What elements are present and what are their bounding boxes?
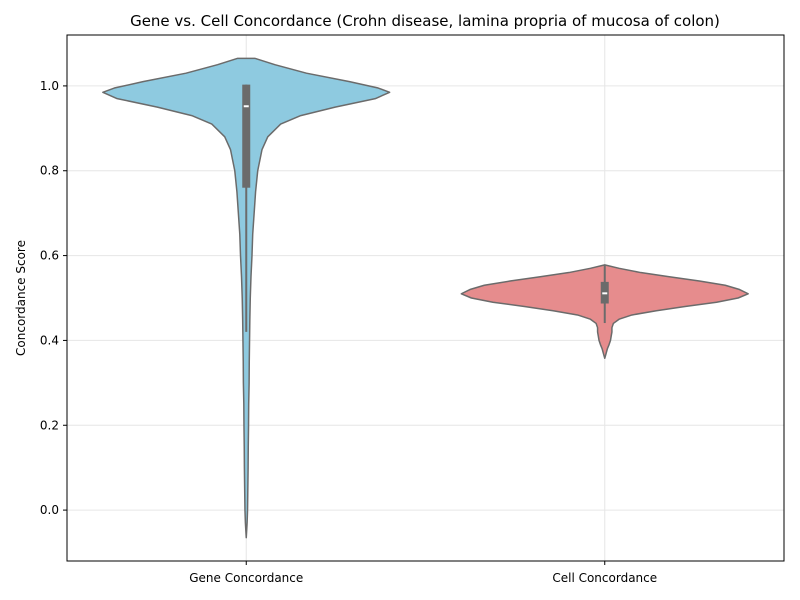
plot-frame bbox=[66, 34, 785, 562]
y-tick-label: 0.0 bbox=[40, 503, 59, 517]
chart-title: Gene vs. Cell Concordance (Crohn disease… bbox=[130, 12, 720, 30]
y-axis-title: Concordance Score bbox=[14, 240, 28, 356]
violin-layer bbox=[102, 57, 749, 539]
x-tick-label: Gene Concordance bbox=[189, 571, 303, 585]
x-tick-label: Cell Concordance bbox=[552, 571, 657, 585]
y-tick-label: 0.4 bbox=[40, 333, 59, 347]
axis-layer: 0.0 0.2 0.4 0.6 0.8 1.0 Gene Concordance Cell C… bbox=[40, 79, 657, 585]
y-tick-label: 0.6 bbox=[40, 249, 59, 263]
y-tick-label: 0.8 bbox=[40, 164, 59, 178]
y-tick-label: 0.2 bbox=[40, 418, 59, 432]
y-tick-label: 1.0 bbox=[40, 79, 59, 93]
violin-iqr-box bbox=[242, 84, 251, 188]
